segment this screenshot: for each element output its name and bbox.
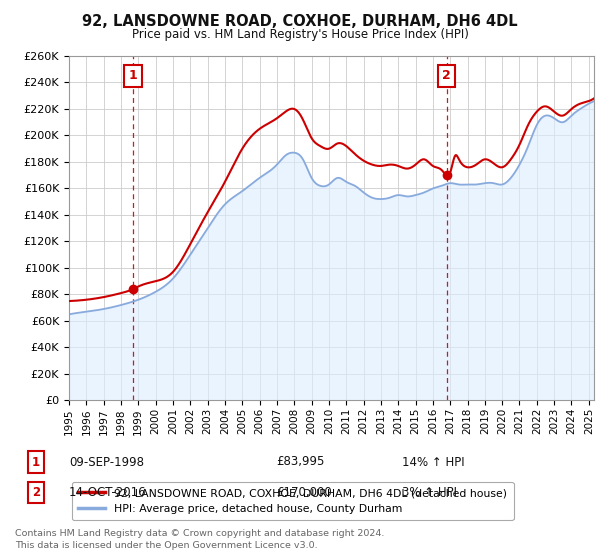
Legend: 92, LANSDOWNE ROAD, COXHOE, DURHAM, DH6 4DL (detached house), HPI: Average price: 92, LANSDOWNE ROAD, COXHOE, DURHAM, DH6 … — [72, 482, 514, 520]
Text: 1: 1 — [32, 455, 40, 469]
Text: 1: 1 — [128, 69, 137, 82]
Text: 14% ↑ HPI: 14% ↑ HPI — [402, 455, 464, 469]
Text: Price paid vs. HM Land Registry's House Price Index (HPI): Price paid vs. HM Land Registry's House … — [131, 28, 469, 41]
Text: 09-SEP-1998: 09-SEP-1998 — [69, 455, 144, 469]
Text: 92, LANSDOWNE ROAD, COXHOE, DURHAM, DH6 4DL: 92, LANSDOWNE ROAD, COXHOE, DURHAM, DH6 … — [82, 14, 518, 29]
Text: £83,995: £83,995 — [276, 455, 325, 469]
Text: Contains HM Land Registry data © Crown copyright and database right 2024.
This d: Contains HM Land Registry data © Crown c… — [15, 529, 385, 550]
Text: 2: 2 — [32, 486, 40, 500]
Text: 3% ↑ HPI: 3% ↑ HPI — [402, 486, 457, 500]
Text: £170,000: £170,000 — [276, 486, 332, 500]
Text: 2: 2 — [442, 69, 451, 82]
Text: 14-OCT-2016: 14-OCT-2016 — [69, 486, 146, 500]
